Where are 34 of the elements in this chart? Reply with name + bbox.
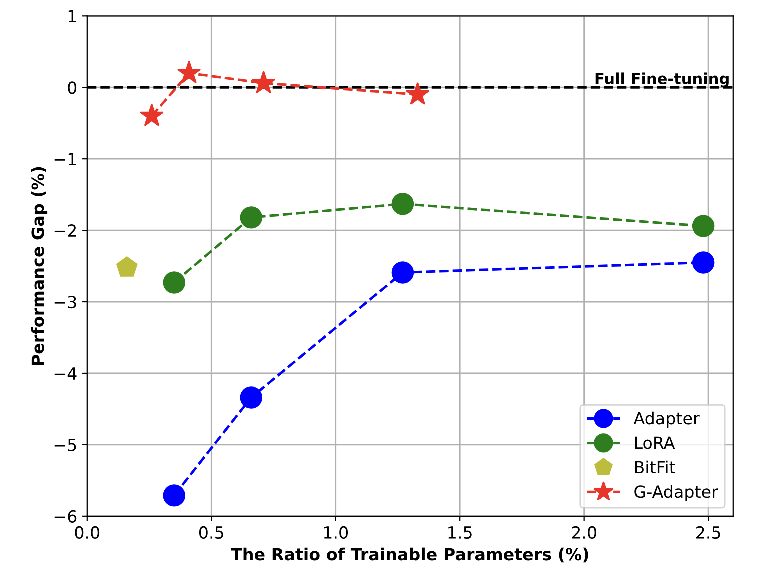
x-axis-title: The Ratio of Trainable Parameters (%) (231, 548, 588, 563)
point (692, 252, 715, 274)
y-tick-label: −3 (54, 296, 76, 309)
x-tick-label: 1.0 (324, 526, 348, 540)
point (140, 104, 164, 126)
y-tick-label: 1 (68, 10, 76, 22)
y-tick-label: −2 (54, 224, 76, 237)
x-tick-label: 0.0 (75, 526, 100, 540)
y-tick-label: −1 (54, 153, 76, 166)
ref-line-label: Full Fine-tuning (596, 72, 729, 88)
y-tick-label: −6 (54, 510, 77, 523)
y-tick-label: −4 (54, 368, 77, 380)
y-tick-label: −5 (54, 439, 76, 452)
y-axis-title: Performance Gap (%) (31, 167, 48, 366)
point (406, 82, 430, 106)
point (392, 193, 414, 216)
x-tick-label: 2.0 (572, 526, 596, 540)
point (392, 262, 414, 284)
x-tick-label: 2.5 (696, 526, 720, 540)
point (252, 70, 276, 94)
legend-label: G-Adapter (634, 485, 718, 502)
point (177, 60, 202, 84)
point (240, 206, 262, 229)
y-tick-label: 0 (68, 82, 77, 94)
point (163, 484, 186, 507)
point (240, 386, 262, 409)
x-tick-label: 1.5 (448, 526, 472, 540)
point (116, 256, 138, 277)
legend-label: BitFit (635, 460, 676, 474)
legend-label: LoRA (635, 436, 676, 450)
point (692, 215, 715, 238)
x-tick-label: 0.5 (199, 526, 224, 540)
legend-label: Adapter (634, 412, 700, 428)
point (163, 272, 186, 294)
